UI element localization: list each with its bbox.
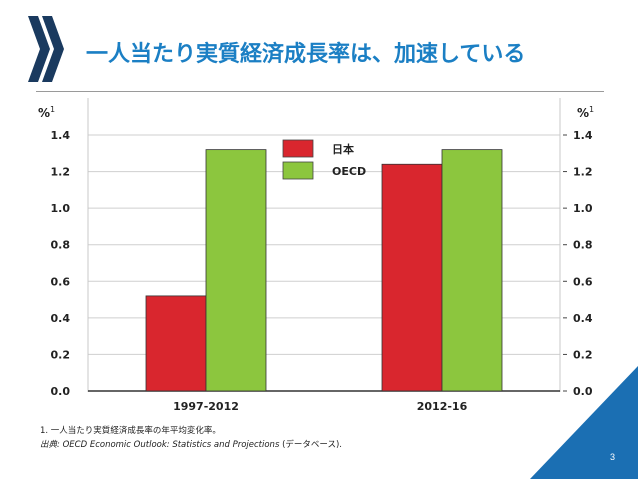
- y-tick-label-left: 0.0: [51, 385, 71, 398]
- x-tick-label: 2012-16: [417, 400, 468, 413]
- page-number: 3: [610, 452, 616, 462]
- y-tick-label-right: 0.8: [573, 239, 593, 252]
- y-tick-label-right: 1.4: [573, 129, 593, 142]
- bar-oecd-0: [205, 149, 267, 392]
- bar-japan-0: [145, 295, 207, 392]
- legend-swatch-oecd: [282, 161, 314, 180]
- y-tick-label-left: 1.0: [51, 202, 71, 215]
- y-axis-right-unit: %1: [577, 105, 594, 120]
- legend: 日本 OECD: [282, 139, 366, 180]
- y-tick-label-left: 0.4: [51, 312, 71, 325]
- x-axis-labels: 1997-2012 2012-16: [173, 400, 467, 413]
- bars: [145, 149, 503, 392]
- legend-swatch-japan: [282, 139, 314, 158]
- y-axis-right: 0.0 0.2 0.4 0.6 0.8 1.0 1.2 1.4: [563, 129, 593, 398]
- source-label: 出典:: [40, 440, 60, 450]
- y-axis-left: 0.0 0.2 0.4 0.6 0.8 1.0 1.2 1.4: [51, 129, 71, 398]
- y-tick-label-left: 0.6: [51, 275, 71, 288]
- y-tick-label-left: 0.8: [51, 239, 71, 252]
- source-line: 出典: OECD Economic Outlook: Statistics an…: [40, 438, 342, 452]
- y-tick-label-left: 1.4: [51, 129, 71, 142]
- source-suffix: (データベース).: [279, 440, 343, 450]
- y-axis-right-superscript: 1: [589, 105, 594, 114]
- y-tick-label-right: 1.2: [573, 166, 593, 179]
- y-tick-label-right: 0.2: [573, 348, 593, 361]
- bar-japan-1: [381, 163, 443, 392]
- footnote-1: 1. 一人当たり実質経済成長率の年平均変化率。: [40, 426, 221, 436]
- y-tick-label-left: 0.2: [51, 348, 71, 361]
- legend-label-japan: 日本: [332, 142, 354, 156]
- y-tick-label-right: 0.0: [573, 385, 593, 398]
- footnote: 1. 一人当たり実質経済成長率の年平均変化率。 出典: OECD Economi…: [40, 424, 342, 452]
- title-divider: [36, 91, 604, 92]
- legend-label-oecd: OECD: [332, 165, 366, 178]
- x-tick-label: 1997-2012: [173, 400, 239, 413]
- y-tick-label-right: 1.0: [573, 202, 593, 215]
- y-tick-label-right: 0.6: [573, 275, 593, 288]
- y-axis-left-superscript: 1: [50, 105, 55, 114]
- y-tick-label-right: 0.4: [573, 312, 593, 325]
- bar-oecd-1: [441, 149, 503, 392]
- oecd-logo-chevrons: [28, 16, 64, 82]
- y-axis-left-unit: %1: [38, 105, 55, 120]
- source-title: OECD Economic Outlook: Statistics and Pr…: [62, 440, 280, 450]
- slide-title: 一人当たり実質経済成長率は、加速している: [86, 42, 526, 67]
- y-tick-label-left: 1.2: [51, 166, 71, 179]
